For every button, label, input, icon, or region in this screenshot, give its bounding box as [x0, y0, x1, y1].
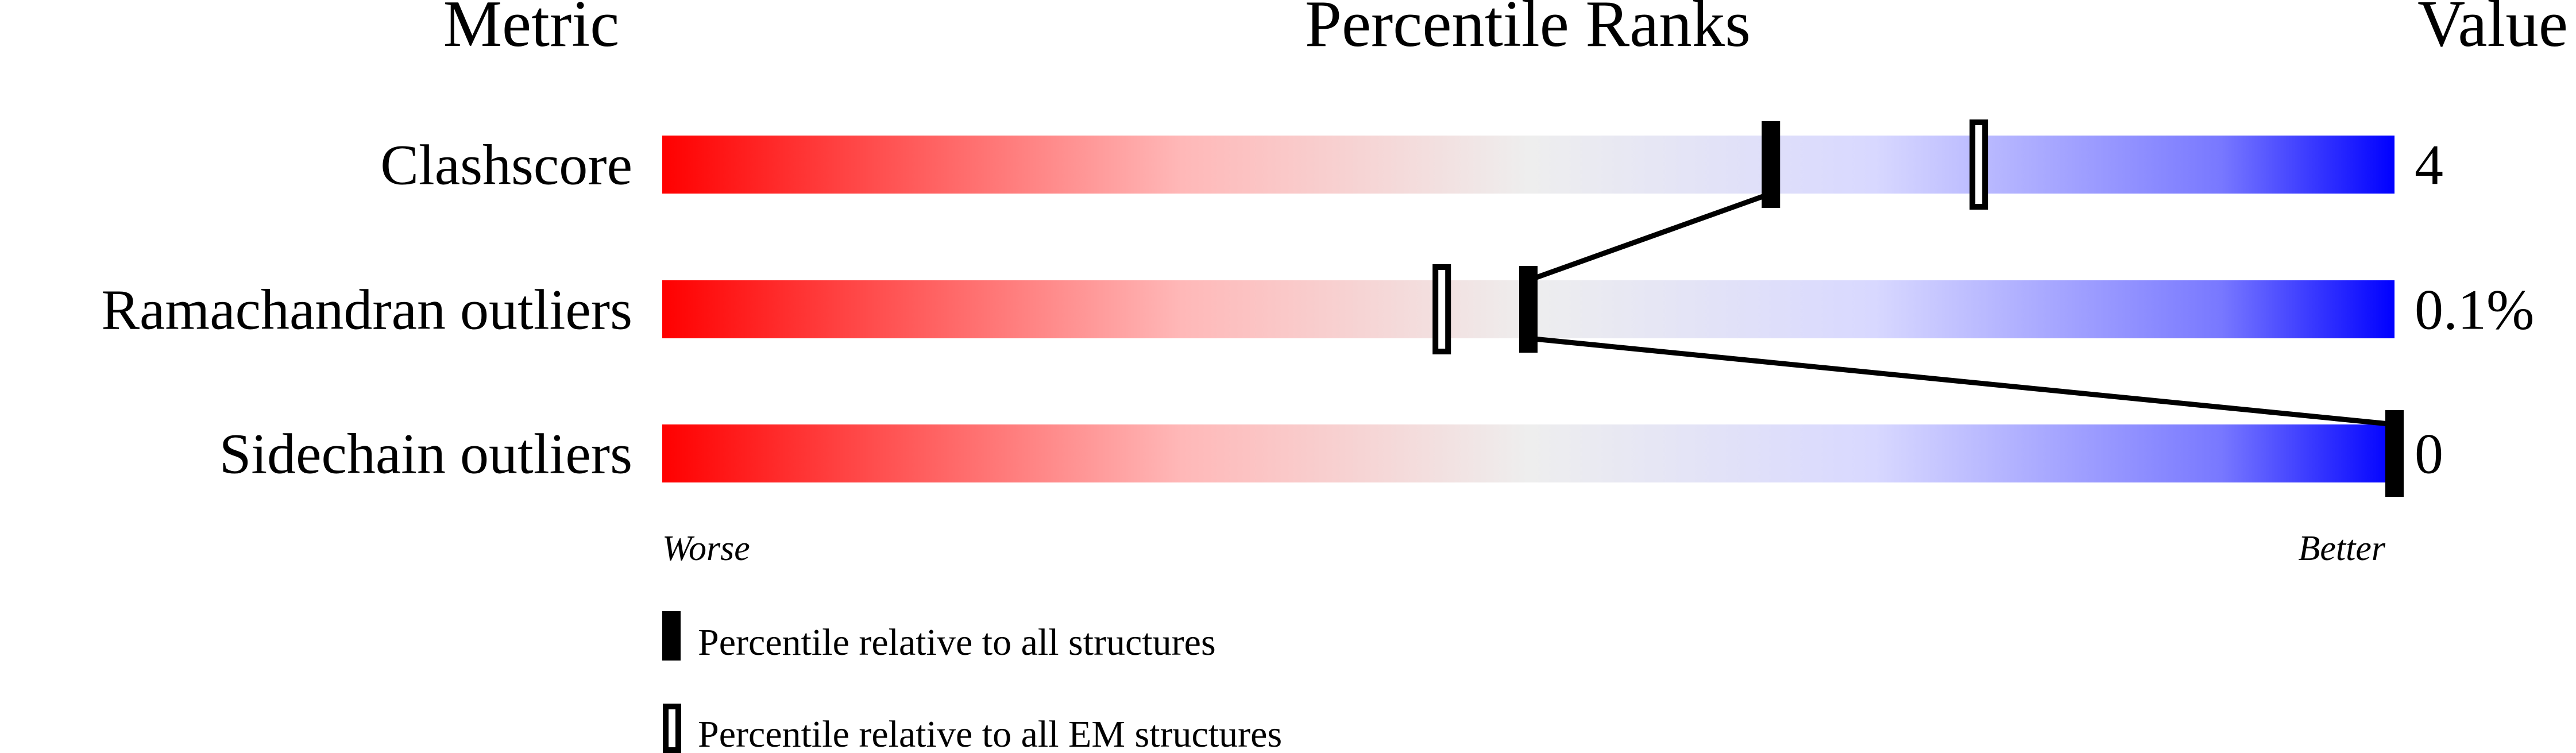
- legend-em-marker: [663, 704, 681, 753]
- legend-em-label: Percentile relative to all EM structures: [698, 713, 1282, 753]
- connector-line: [1527, 191, 1772, 283]
- header-percentile-ranks: Percentile Ranks: [1305, 0, 1751, 60]
- metric-label: Ramachandran outliers: [101, 278, 632, 342]
- better-label: Better: [2299, 529, 2386, 568]
- metric-label: Sidechain outliers: [219, 422, 632, 486]
- header-metric: Metric: [443, 0, 620, 60]
- legend-all-marker: [662, 611, 681, 661]
- legend-all-label: Percentile relative to all structures: [698, 621, 1216, 663]
- metric-value: 0: [2415, 422, 2443, 486]
- header-value: Value: [2417, 0, 2568, 60]
- percentile-bar: [662, 424, 2395, 482]
- metric-value: 0.1%: [2415, 278, 2534, 342]
- metric-label: Clashscore: [380, 133, 632, 197]
- worse-label: Worse: [662, 529, 750, 568]
- percentile-em-marker: [1432, 264, 1451, 354]
- percentile-em-marker: [1969, 119, 1988, 210]
- percentile-bar: [662, 136, 2395, 194]
- metric-value: 4: [2415, 133, 2443, 197]
- connector-line: [1528, 335, 2395, 427]
